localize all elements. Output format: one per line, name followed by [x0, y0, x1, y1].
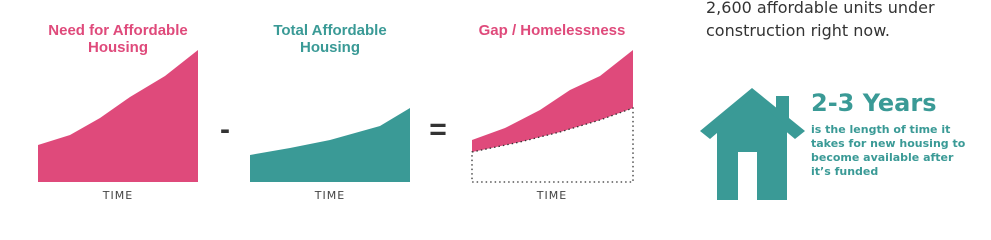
- panel-title: Housing: [88, 39, 148, 56]
- panel-title: Gap / Homelessness: [479, 22, 626, 39]
- supply-outline: [471, 107, 634, 183]
- operator: =: [429, 113, 447, 146]
- description-line: become available after: [811, 151, 954, 164]
- axis-label: TIME: [536, 189, 567, 202]
- note-line: 2,600 affordable units under: [706, 0, 935, 17]
- axis-label: TIME: [102, 189, 133, 202]
- panel-title: Housing: [300, 39, 360, 56]
- note-line: construction right now.: [706, 21, 890, 40]
- infographic: Need for Affordable Housing TIME - Total…: [38, 0, 966, 202]
- supply-area: [250, 108, 410, 182]
- panel-title: Total Affordable: [273, 22, 386, 39]
- headline: 2-3 Years: [811, 89, 936, 117]
- panel-title: Need for Affordable: [48, 22, 187, 39]
- axis-label: TIME: [314, 189, 345, 202]
- gap-area: [472, 50, 633, 152]
- need-area: [38, 50, 198, 182]
- description-line: it’s funded: [811, 165, 878, 178]
- description-line: is the length of time it: [811, 123, 950, 136]
- description-line: takes for new housing to: [811, 137, 966, 150]
- operator: -: [220, 113, 230, 146]
- house-icon: [700, 88, 805, 200]
